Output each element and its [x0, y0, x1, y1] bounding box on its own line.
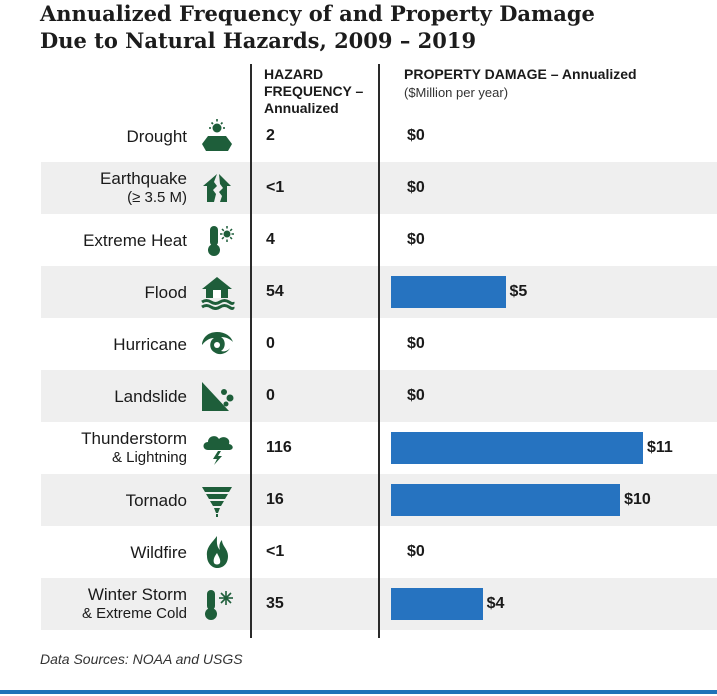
- title-line-2: Due to Natural Hazards, 2009 – 2019: [40, 28, 477, 53]
- hurricane-icon: [199, 326, 235, 362]
- damage-column-subheader: ($Million per year): [404, 85, 509, 100]
- table-row: Thunderstorm & Lightning 116 $11: [41, 422, 717, 474]
- hazard-label: Flood: [144, 266, 187, 318]
- drought-icon: [199, 118, 235, 154]
- damage-label: $11: [647, 439, 673, 456]
- hazard-label-line: Drought: [126, 126, 187, 146]
- hazard-label: Thunderstorm & Lightning: [81, 422, 187, 474]
- frequency-value: 0: [266, 335, 275, 352]
- frequency-value: 4: [266, 231, 275, 248]
- hazard-label-line: Tornado: [125, 490, 187, 510]
- frequency-value: 35: [266, 595, 284, 612]
- hazard-label: Hurricane: [113, 318, 187, 370]
- damage-label: $0: [407, 335, 425, 352]
- hazard-label-line: & Extreme Cold: [81, 605, 187, 622]
- data-sources-note: Data Sources: NOAA and USGS: [40, 651, 243, 667]
- flood-icon: [199, 274, 235, 310]
- column-divider-frequency: [250, 64, 252, 638]
- frequency-value: 2: [266, 127, 275, 144]
- hazard-label-line: Wildfire: [130, 542, 187, 562]
- thunderstorm-icon: [199, 430, 235, 466]
- hazard-label-line: Hurricane: [113, 334, 187, 354]
- frequency-value: <1: [266, 543, 285, 560]
- hazard-label-line: Extreme Heat: [83, 230, 187, 250]
- landslide-icon: [199, 378, 235, 414]
- frequency-header-line-1: HAZARD: [264, 66, 324, 82]
- damage-label: $0: [407, 179, 425, 196]
- frequency-value: 116: [266, 439, 292, 456]
- hazard-label-line: & Lightning: [111, 449, 187, 466]
- hazard-label-line: Landslide: [114, 386, 187, 406]
- wildfire-icon: [199, 534, 235, 570]
- hazard-label: Landslide: [114, 370, 187, 422]
- hazard-label-line: Thunderstorm: [81, 429, 187, 448]
- frequency-value: 54: [266, 283, 284, 300]
- damage-label: $0: [407, 231, 425, 248]
- frequency-header-line-2: FREQUENCY –: [264, 83, 364, 99]
- bottom-rule: [0, 690, 717, 694]
- hazard-label-line: Flood: [144, 282, 187, 302]
- damage-bar: [391, 276, 506, 308]
- hazard-label-line: Earthquake: [100, 169, 187, 188]
- column-divider-damage: [378, 64, 380, 638]
- earthquake-icon: [199, 170, 235, 206]
- hazard-label: Winter Storm & Extreme Cold: [82, 578, 187, 630]
- hazard-label: Earthquake (≥ 3.5 M): [100, 162, 187, 214]
- hazard-label-line: (≥ 3.5 M): [127, 189, 187, 206]
- chart-title: Annualized Frequency of and Property Dam…: [40, 0, 680, 54]
- damage-label: $4: [486, 595, 505, 612]
- frequency-value: 0: [266, 387, 275, 404]
- frequency-value: <1: [266, 179, 285, 196]
- damage-bar: [391, 588, 483, 620]
- hazard-label: Drought: [127, 110, 187, 162]
- table-row: Wildfire <1 $0: [41, 526, 717, 578]
- tornado-icon: [199, 482, 235, 518]
- damage-label: $5: [509, 283, 528, 300]
- damage-label: $0: [407, 543, 425, 560]
- hazard-label: Wildfire: [130, 526, 187, 578]
- damage-label: $0: [407, 127, 425, 144]
- damage-label: $0: [407, 387, 425, 404]
- hazard-label-line: Winter Storm: [87, 585, 187, 604]
- damage-label: $10: [624, 491, 651, 508]
- winter-storm-icon: [199, 586, 235, 622]
- hazard-label: Extreme Heat: [83, 214, 187, 266]
- table-row: Drought 2 $0: [41, 110, 717, 162]
- damage-bar: [391, 484, 621, 516]
- table-row: Extreme Heat 4 $0: [41, 214, 717, 266]
- frequency-value: 16: [266, 491, 284, 508]
- damage-bar: [391, 432, 643, 464]
- frequency-column-header: HAZARD FREQUENCY – Annualized: [264, 66, 386, 117]
- extreme-heat-icon: [199, 222, 235, 258]
- damage-column-header: PROPERTY DAMAGE – Annualized: [404, 66, 637, 82]
- hazard-label: Tornado: [126, 474, 187, 526]
- table-row: Hurricane 0 $0: [41, 318, 717, 370]
- frequency-header-line-3: Annualized: [264, 100, 339, 116]
- title-line-1: Annualized Frequency of and Property Dam…: [40, 1, 595, 26]
